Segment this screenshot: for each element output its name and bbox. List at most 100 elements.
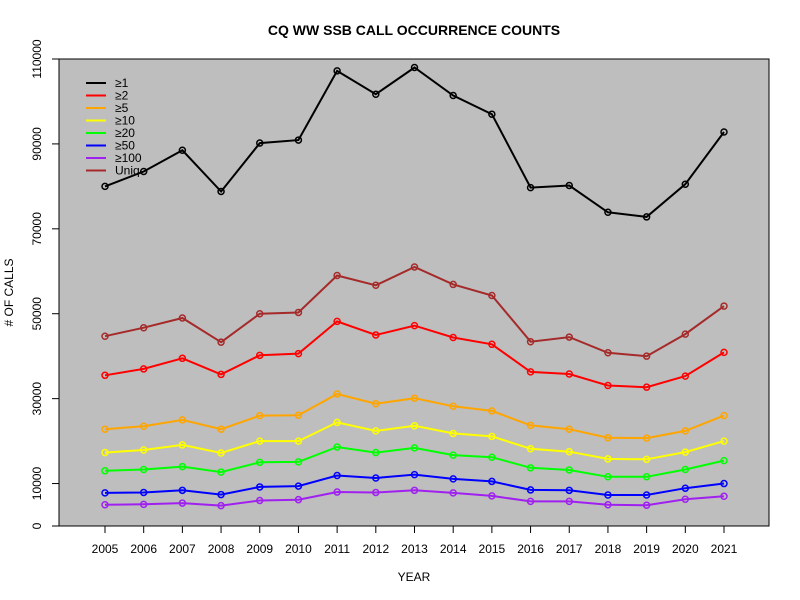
data-point: [101, 332, 109, 340]
data-point: [720, 479, 728, 488]
x-tick-label: 2021: [711, 542, 738, 556]
data-point: [642, 383, 651, 391]
data-point: [565, 425, 573, 433]
data-point: [681, 484, 690, 492]
data-point: [642, 473, 651, 481]
data-point: [333, 418, 341, 427]
series-≥100: [101, 486, 728, 510]
data-point: [294, 308, 303, 317]
data-point: [333, 67, 341, 75]
data-point: [565, 486, 573, 495]
series-lines: [101, 63, 728, 510]
data-point: [217, 425, 225, 433]
data-point: [372, 399, 380, 408]
data-point: [333, 443, 341, 451]
data-point: [101, 448, 109, 457]
data-point: [178, 146, 187, 155]
data-point: [372, 90, 380, 98]
y-axis-label: # OF CALLS: [2, 258, 16, 326]
data-point: [217, 468, 225, 476]
data-point: [642, 434, 651, 442]
data-point: [294, 136, 303, 144]
y-tick-label: 30000: [30, 382, 44, 416]
data-point: [449, 475, 457, 483]
data-point: [333, 488, 341, 496]
data-point: [565, 466, 573, 474]
data-point: [488, 432, 496, 441]
data-point: [449, 333, 457, 342]
x-tick-label: 2016: [517, 542, 544, 556]
data-point: [256, 309, 264, 318]
data-point: [256, 411, 264, 420]
series-line: [104, 392, 725, 440]
data-point: [139, 422, 148, 430]
data-point: [217, 449, 225, 457]
data-point: [372, 474, 380, 482]
data-point: [372, 331, 380, 339]
data-point: [139, 323, 148, 332]
data-point: [720, 128, 728, 136]
data-point: [681, 372, 690, 380]
data-point: [294, 458, 303, 466]
data-point: [720, 302, 728, 310]
legend-label: ≥2: [115, 89, 129, 103]
data-point: [526, 421, 535, 430]
x-tick-label: 2020: [672, 542, 699, 556]
x-tick-label: 2013: [401, 542, 428, 556]
data-point: [101, 489, 109, 497]
data-point: [217, 370, 225, 379]
data-point: [372, 281, 380, 290]
data-point: [333, 390, 341, 398]
data-point: [178, 486, 187, 495]
y-tick-label: 0: [30, 522, 44, 529]
data-point: [526, 337, 535, 346]
data-point: [565, 497, 573, 506]
data-point: [101, 371, 109, 380]
data-point: [449, 489, 457, 497]
legend-label: ≥1: [115, 76, 129, 90]
data-point: [565, 181, 573, 190]
x-tick-label: 2014: [440, 542, 467, 556]
data-point: [294, 482, 303, 490]
data-point: [488, 477, 496, 486]
data-point: [526, 464, 535, 472]
data-point: [178, 416, 187, 424]
data-point: [681, 495, 690, 504]
data-point: [488, 407, 496, 415]
y-axis: 0 10000 30000 50000 70000 90000 110000: [30, 39, 60, 529]
data-point: [410, 422, 419, 430]
data-point: [681, 448, 690, 456]
x-tick-label: 2017: [556, 542, 583, 556]
legend-label: ≥50: [115, 139, 135, 153]
legend-label: ≥5: [115, 101, 129, 115]
data-point: [101, 425, 109, 433]
data-point: [681, 180, 690, 188]
data-point: [178, 462, 187, 471]
x-tick-label: 2012: [362, 542, 389, 556]
data-point: [256, 496, 264, 505]
x-tick-label: 2018: [595, 542, 622, 556]
data-point: [294, 437, 303, 445]
data-point: [139, 365, 148, 373]
series-line: [104, 445, 725, 478]
data-point: [372, 448, 380, 457]
data-point: [526, 183, 535, 192]
legend-label: ≥100: [115, 151, 142, 165]
data-point: [526, 444, 535, 453]
data-point: [604, 433, 612, 442]
data-point: [139, 167, 148, 176]
y-tick-label: 10000: [30, 467, 44, 501]
data-point: [178, 441, 187, 449]
data-point: [410, 321, 419, 330]
data-point: [372, 427, 380, 435]
data-point: [217, 501, 225, 510]
x-tick-label: 2019: [633, 542, 660, 556]
data-point: [604, 491, 612, 499]
data-point: [604, 381, 612, 390]
data-point: [333, 271, 341, 280]
x-tick-label: 2010: [285, 542, 312, 556]
series-≥50: [101, 470, 728, 499]
data-point: [256, 139, 264, 147]
x-tick-label: 2015: [479, 542, 506, 556]
